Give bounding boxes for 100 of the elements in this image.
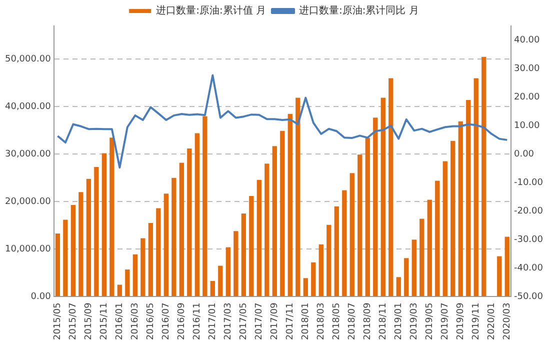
bar bbox=[373, 118, 378, 296]
bar bbox=[466, 100, 471, 296]
x-tick-label: 2017/07 bbox=[254, 302, 264, 340]
x-tick-label: 2016/01 bbox=[115, 302, 126, 340]
x-tick-label: 2015/05 bbox=[53, 302, 64, 340]
bar bbox=[102, 153, 106, 296]
bar bbox=[482, 56, 486, 296]
bar bbox=[388, 78, 394, 296]
x-tick-label: 2016/09 bbox=[177, 302, 188, 340]
x-tick-label: 2017/03 bbox=[223, 302, 234, 340]
x-tick-label: 2019/05 bbox=[424, 302, 435, 340]
x-tick-label: 2020/01 bbox=[486, 302, 497, 340]
y-tick-label: 30,000.00 bbox=[4, 150, 52, 160]
bar bbox=[318, 244, 324, 296]
y2-tick-label: -10.00 bbox=[514, 178, 544, 188]
bar bbox=[504, 236, 510, 296]
bar bbox=[55, 233, 60, 296]
y-tick-label: 40,000.00 bbox=[4, 102, 52, 112]
bar bbox=[256, 180, 262, 296]
bar bbox=[435, 180, 440, 296]
bar bbox=[474, 78, 478, 296]
bar bbox=[234, 231, 238, 296]
bar bbox=[179, 162, 184, 296]
bar bbox=[172, 178, 176, 296]
bar bbox=[187, 148, 192, 296]
bar bbox=[280, 130, 285, 296]
y2-tick-label: -50.00 bbox=[514, 292, 544, 302]
bar bbox=[334, 206, 339, 296]
x-tick-label: 2019/07 bbox=[440, 302, 450, 340]
bar bbox=[117, 284, 122, 296]
bar bbox=[63, 220, 68, 296]
bar bbox=[296, 98, 300, 296]
bar bbox=[132, 254, 138, 296]
bar bbox=[450, 140, 456, 296]
x-tick-label: 2016/11 bbox=[192, 302, 202, 340]
bar bbox=[226, 247, 230, 296]
x-tick-label: 2017/05 bbox=[238, 302, 249, 340]
y-tick-label: 50,000.00 bbox=[4, 54, 52, 65]
x-tick-label: 2016/03 bbox=[130, 302, 141, 340]
bar bbox=[497, 256, 502, 296]
bar bbox=[326, 224, 332, 296]
bar bbox=[78, 192, 84, 296]
bar bbox=[249, 196, 254, 296]
bar bbox=[148, 223, 153, 296]
bar bbox=[358, 154, 362, 296]
bar bbox=[396, 277, 401, 296]
bar bbox=[311, 262, 316, 296]
legend-label: 进口数量:原油:累计值 月 bbox=[156, 4, 266, 17]
x-tick-label: 2019/09 bbox=[456, 302, 466, 340]
bar bbox=[140, 238, 146, 296]
bar bbox=[420, 218, 424, 296]
x-tick-label: 2018/03 bbox=[316, 302, 326, 340]
x-tick-label: 2017/11 bbox=[285, 302, 296, 340]
x-tick-label: 2018/11 bbox=[378, 302, 388, 340]
x-tick-label: 2018/01 bbox=[300, 302, 311, 340]
bar bbox=[70, 204, 76, 296]
y2-tick-label: 30.00 bbox=[514, 64, 540, 74]
y2-tick-label: -20.00 bbox=[514, 206, 544, 216]
x-tick-label: 2015/09 bbox=[84, 302, 94, 340]
x-tick-label: 2018/05 bbox=[332, 302, 342, 340]
bar bbox=[202, 116, 208, 296]
bar bbox=[218, 266, 223, 296]
bar bbox=[365, 138, 370, 296]
bar bbox=[241, 214, 246, 296]
bar bbox=[288, 114, 292, 296]
bar bbox=[164, 194, 168, 296]
y2-tick-label: 10.00 bbox=[514, 121, 540, 132]
x-tick-label: 2015/11 bbox=[100, 302, 110, 340]
y2-tick-label: -30.00 bbox=[514, 234, 544, 245]
y2-tick-label: 0.00 bbox=[514, 150, 534, 160]
bar bbox=[404, 258, 409, 296]
bar bbox=[427, 200, 432, 296]
bar bbox=[442, 161, 448, 296]
bar bbox=[194, 133, 200, 296]
legend-label: 进口数量:原油:累计同比 月 bbox=[299, 4, 419, 17]
bar bbox=[94, 167, 99, 296]
bar bbox=[458, 121, 463, 296]
x-tick-label: 2017/01 bbox=[208, 302, 218, 340]
bar bbox=[210, 280, 215, 296]
y2-tick-label: 40.00 bbox=[514, 36, 540, 46]
bar bbox=[272, 146, 277, 296]
x-tick-label: 2019/11 bbox=[471, 302, 482, 340]
bar bbox=[380, 98, 386, 296]
x-tick-label: 2019/01 bbox=[394, 302, 404, 340]
y-tick-label: 10,000.00 bbox=[4, 244, 52, 254]
bar bbox=[350, 173, 354, 296]
x-tick-label: 2016/05 bbox=[146, 302, 156, 340]
bar bbox=[412, 240, 416, 296]
bar bbox=[125, 270, 130, 296]
bar bbox=[86, 178, 91, 296]
bar bbox=[110, 138, 114, 296]
bar bbox=[303, 278, 308, 296]
y2-tick-label: -40.00 bbox=[514, 263, 544, 274]
bar bbox=[342, 190, 347, 296]
x-tick-label: 2018/09 bbox=[362, 302, 373, 340]
bar bbox=[264, 164, 270, 296]
x-tick-label: 2019/03 bbox=[409, 302, 420, 340]
y2-tick-label: 20.00 bbox=[514, 92, 540, 103]
y-tick-label: 0.00 bbox=[30, 292, 52, 302]
x-tick-label: 2020/03 bbox=[502, 302, 512, 340]
